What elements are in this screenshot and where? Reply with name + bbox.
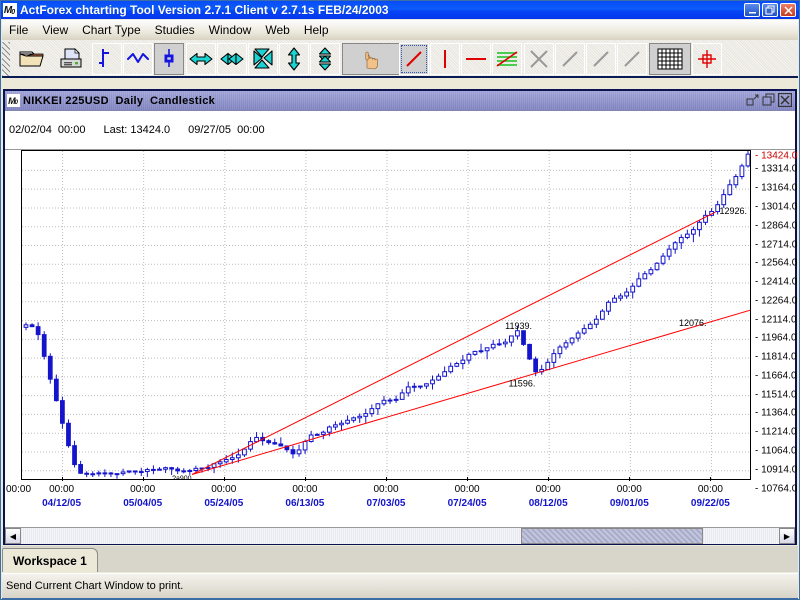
svg-text:?a900: ?a900 (172, 475, 192, 480)
svg-text:11939.: 11939. (505, 321, 532, 331)
svg-text:12076.: 12076. (679, 318, 707, 328)
svg-text:12926.: 12926. (720, 206, 748, 216)
svg-text:11596.: 11596. (508, 379, 535, 389)
